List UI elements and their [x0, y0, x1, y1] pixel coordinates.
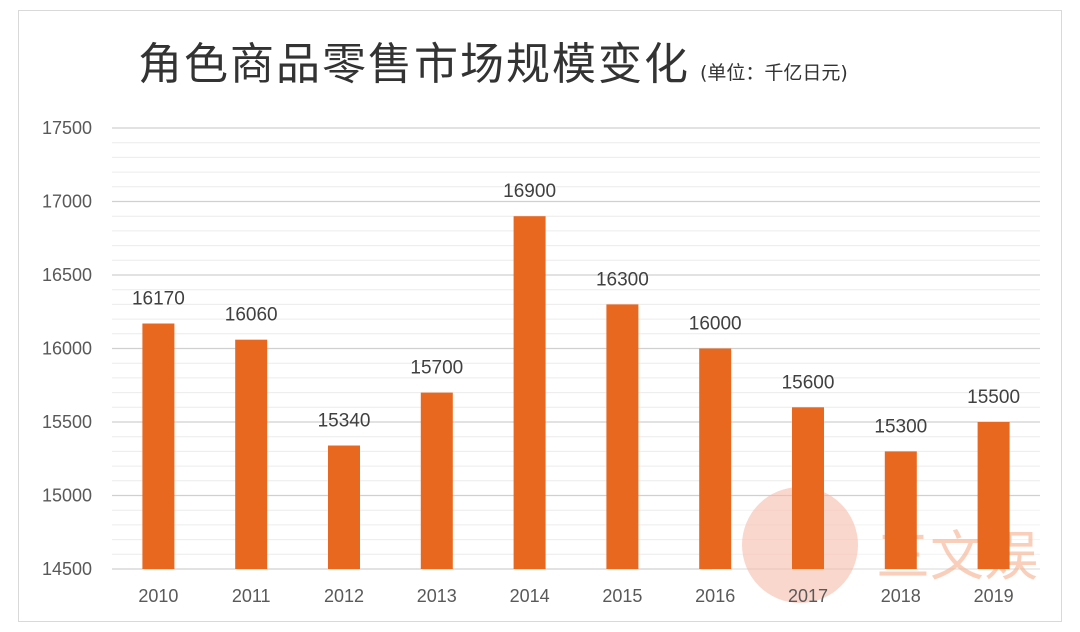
- data-label-2017: 15600: [782, 372, 835, 393]
- bar-2015: [606, 304, 639, 569]
- data-labels: 16170 16060 15340 15700 16900 16300 16000 15600…: [132, 181, 1020, 437]
- bar-2011: [235, 339, 268, 569]
- data-label-2014: 16900: [503, 181, 556, 202]
- x-tick-label-2011: 2011: [232, 586, 271, 606]
- data-label-2015: 16300: [596, 269, 649, 290]
- chart-subtitle: (单位：千亿日元): [700, 62, 848, 84]
- bar-2013: [420, 392, 453, 569]
- x-tick-label-2019: 2019: [974, 586, 1014, 606]
- bar-2010: [142, 323, 175, 569]
- bar-2014: [513, 216, 546, 569]
- y-tick-label: 16500: [42, 265, 92, 285]
- bar-2019: [977, 422, 1010, 569]
- x-tick-label-2010: 2010: [138, 586, 178, 606]
- y-tick-label: 14500: [42, 559, 92, 579]
- y-axis: 14500 15000 15500 16000 16500 17000 17500: [42, 118, 92, 579]
- bar-2018: [884, 451, 917, 569]
- data-label-2011: 16060: [225, 305, 278, 326]
- x-tick-label-2012: 2012: [324, 586, 364, 606]
- chart-title: 角色商品零售市场规模变化: [138, 39, 690, 90]
- data-label-2016: 16000: [689, 314, 742, 335]
- y-tick-label: 16000: [42, 339, 92, 359]
- x-axis: 2010 2011 2012 2013 2014 2015 2016 2017 2018 2019: [138, 586, 1013, 606]
- x-tick-label-2014: 2014: [510, 586, 550, 606]
- x-tick-label-2018: 2018: [881, 586, 921, 606]
- y-tick-label: 15500: [42, 412, 92, 432]
- x-tick-label-2017: 2017: [788, 586, 828, 606]
- bar-2017: [792, 407, 824, 569]
- data-label-2013: 15700: [410, 358, 463, 379]
- bar-2012: [328, 445, 360, 569]
- y-tick-label: 17500: [42, 118, 92, 138]
- y-tick-label: 15000: [42, 486, 92, 506]
- bar-2016: [699, 348, 732, 569]
- data-label-2012: 15340: [318, 411, 371, 432]
- x-tick-label-2013: 2013: [417, 586, 457, 606]
- bars: [142, 216, 1010, 569]
- x-tick-label-2016: 2016: [695, 586, 735, 606]
- data-label-2018: 15300: [874, 416, 927, 437]
- y-tick-label: 17000: [42, 192, 92, 212]
- chart-title-block: 角色商品零售市场规模变化 (单位：千亿日元): [138, 28, 848, 92]
- data-label-2019: 15500: [967, 387, 1020, 408]
- data-label-2010: 16170: [132, 289, 185, 310]
- x-tick-label-2015: 2015: [602, 586, 642, 606]
